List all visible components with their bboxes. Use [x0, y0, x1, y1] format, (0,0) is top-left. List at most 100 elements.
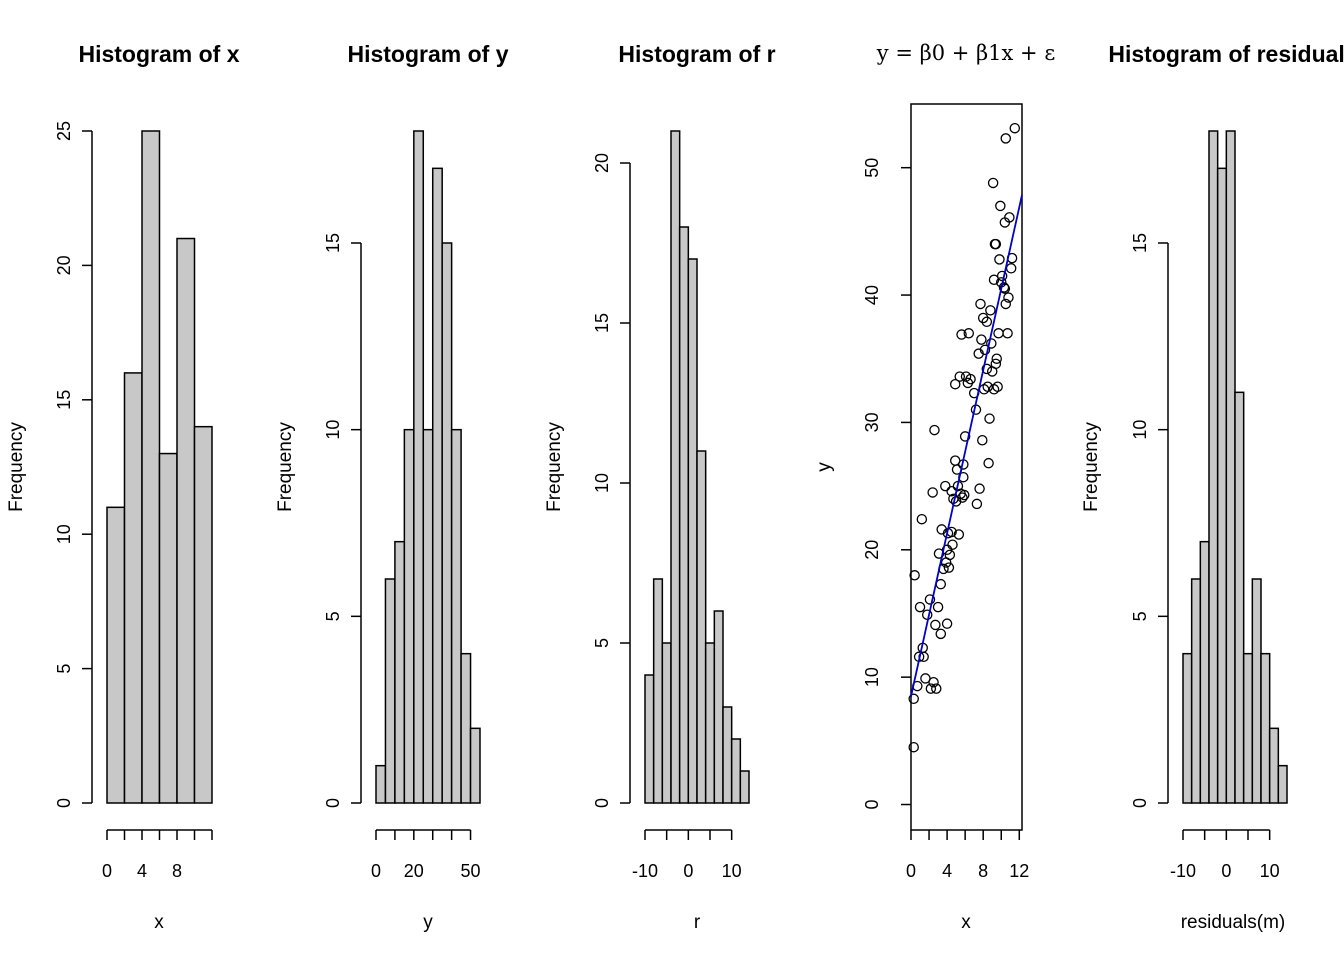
scatter-point	[981, 363, 993, 375]
histogram-bar	[413, 130, 425, 804]
scatter-point	[975, 298, 986, 310]
histogram-bar	[652, 578, 664, 804]
x-tick-label: 4	[942, 861, 952, 881]
histogram-bar	[141, 130, 161, 804]
y-tick-label: 5	[592, 638, 612, 648]
scatter-point	[943, 562, 955, 573]
x-tick-label: 8	[978, 861, 988, 881]
y-axis-label: Frequency	[544, 422, 565, 512]
y-tick-label: 30	[862, 412, 882, 432]
scatter-point	[992, 381, 1003, 393]
scatter-point	[993, 328, 1004, 339]
scatter-point	[932, 601, 944, 613]
x-tick-label: 0	[102, 861, 112, 881]
histogram-bar	[1268, 727, 1280, 804]
x-axis-label: residuals(m)	[1181, 912, 1286, 933]
scatter-point	[976, 334, 987, 345]
scatter-point	[984, 413, 995, 424]
scatter-point	[1000, 298, 1012, 310]
scatter-point	[990, 358, 1002, 370]
scatter-point	[935, 628, 947, 640]
scatter-point	[971, 498, 983, 510]
scatter-point	[987, 177, 999, 189]
y-tick-label: 15	[323, 233, 343, 253]
x-axis-label: x	[154, 912, 164, 933]
x-tick-label: 0	[1221, 861, 1231, 881]
histogram-bar	[106, 506, 126, 804]
scatter-point	[909, 570, 920, 581]
chart-title: Histogram of y	[347, 41, 508, 67]
scatter-point	[977, 435, 988, 446]
histogram-bar	[375, 764, 387, 804]
x-tick-label: 0	[906, 861, 916, 881]
scatter-point	[953, 529, 965, 540]
scatter-point	[986, 338, 997, 349]
x-axis-label: r	[694, 912, 701, 933]
y-axis-label: Frequency	[1081, 422, 1102, 512]
scatter-point	[999, 283, 1011, 294]
scatter-point	[956, 329, 967, 340]
histogram-bar	[176, 237, 196, 804]
x-tick-label: 12	[1009, 861, 1029, 881]
scatter-point	[1000, 133, 1012, 144]
x-tick-label: -10	[1170, 861, 1196, 881]
scatter-point	[1004, 212, 1015, 223]
histogram-bar	[1199, 540, 1210, 804]
y-tick-label: 15	[592, 313, 612, 333]
x-tick-label: 10	[1260, 861, 1280, 881]
histogram-bar	[1190, 578, 1202, 804]
scatter-point	[941, 618, 953, 629]
scatter-point	[931, 683, 942, 694]
scatter-point	[916, 513, 928, 525]
y-tick-label: 0	[1130, 798, 1150, 808]
scatter-point	[957, 492, 968, 503]
scatter-point	[1009, 122, 1021, 134]
histogram-bar	[644, 674, 655, 804]
y-tick-label: 20	[54, 255, 74, 275]
y-tick-label: 0	[862, 800, 882, 810]
chart-title: Histogram of r	[618, 41, 775, 67]
histogram-bar	[431, 167, 443, 804]
x-tick-label: 0	[371, 861, 381, 881]
y-axis-label: Frequency	[6, 422, 27, 512]
plot-frame	[910, 103, 1023, 831]
y-tick-label: 5	[323, 611, 343, 621]
scatter-point	[928, 677, 939, 688]
histogram-bar	[193, 425, 213, 804]
scatter-point	[940, 480, 951, 492]
scatter-point	[995, 200, 1006, 212]
histogram-bar	[713, 610, 724, 804]
scatter-point	[935, 578, 947, 590]
chart-panel-5: Histogram of residuals 0 5 10 15 -10 0 10 residu…	[1081, 41, 1344, 933]
scatter-point	[914, 601, 926, 613]
histogram-bar	[704, 642, 716, 804]
scatter-point	[991, 353, 1002, 364]
y-tick-label: 0	[592, 798, 612, 808]
chart-title: Histogram of x	[78, 41, 239, 67]
scatter-point	[958, 489, 970, 501]
scatter-point	[925, 683, 937, 694]
scatter-point	[1002, 328, 1013, 339]
histogram-bar	[441, 242, 453, 804]
scatter-point	[985, 305, 996, 316]
histogram-bar	[1182, 652, 1193, 804]
scatter-point	[927, 487, 938, 498]
x-tick-label: 4	[137, 861, 147, 881]
x-tick-label: 10	[722, 861, 742, 881]
scatter-point	[908, 741, 919, 753]
scatter-point	[924, 594, 936, 605]
chart-panel-3: Histogram of r 0 5 10 15 20 -10 0 10 r Frequency	[544, 41, 776, 933]
chart-panel-4: y = β0 + β1x + ε 0 10 20 30 40 50 0 4 8 12 x y	[814, 41, 1055, 933]
y-tick-label: 40	[862, 285, 882, 305]
y-tick-label: 25	[54, 121, 74, 141]
histogram-bar	[1251, 578, 1262, 804]
histogram-bar	[403, 428, 415, 804]
histogram-bar	[1216, 167, 1228, 804]
histogram-bar	[1225, 130, 1236, 804]
y-tick-label: 10	[592, 473, 612, 493]
histogram-bar	[661, 642, 672, 804]
histogram-bar	[670, 130, 681, 804]
y-tick-label: 15	[1130, 233, 1150, 253]
scatter-point	[947, 539, 958, 550]
scatter-point	[983, 457, 994, 469]
